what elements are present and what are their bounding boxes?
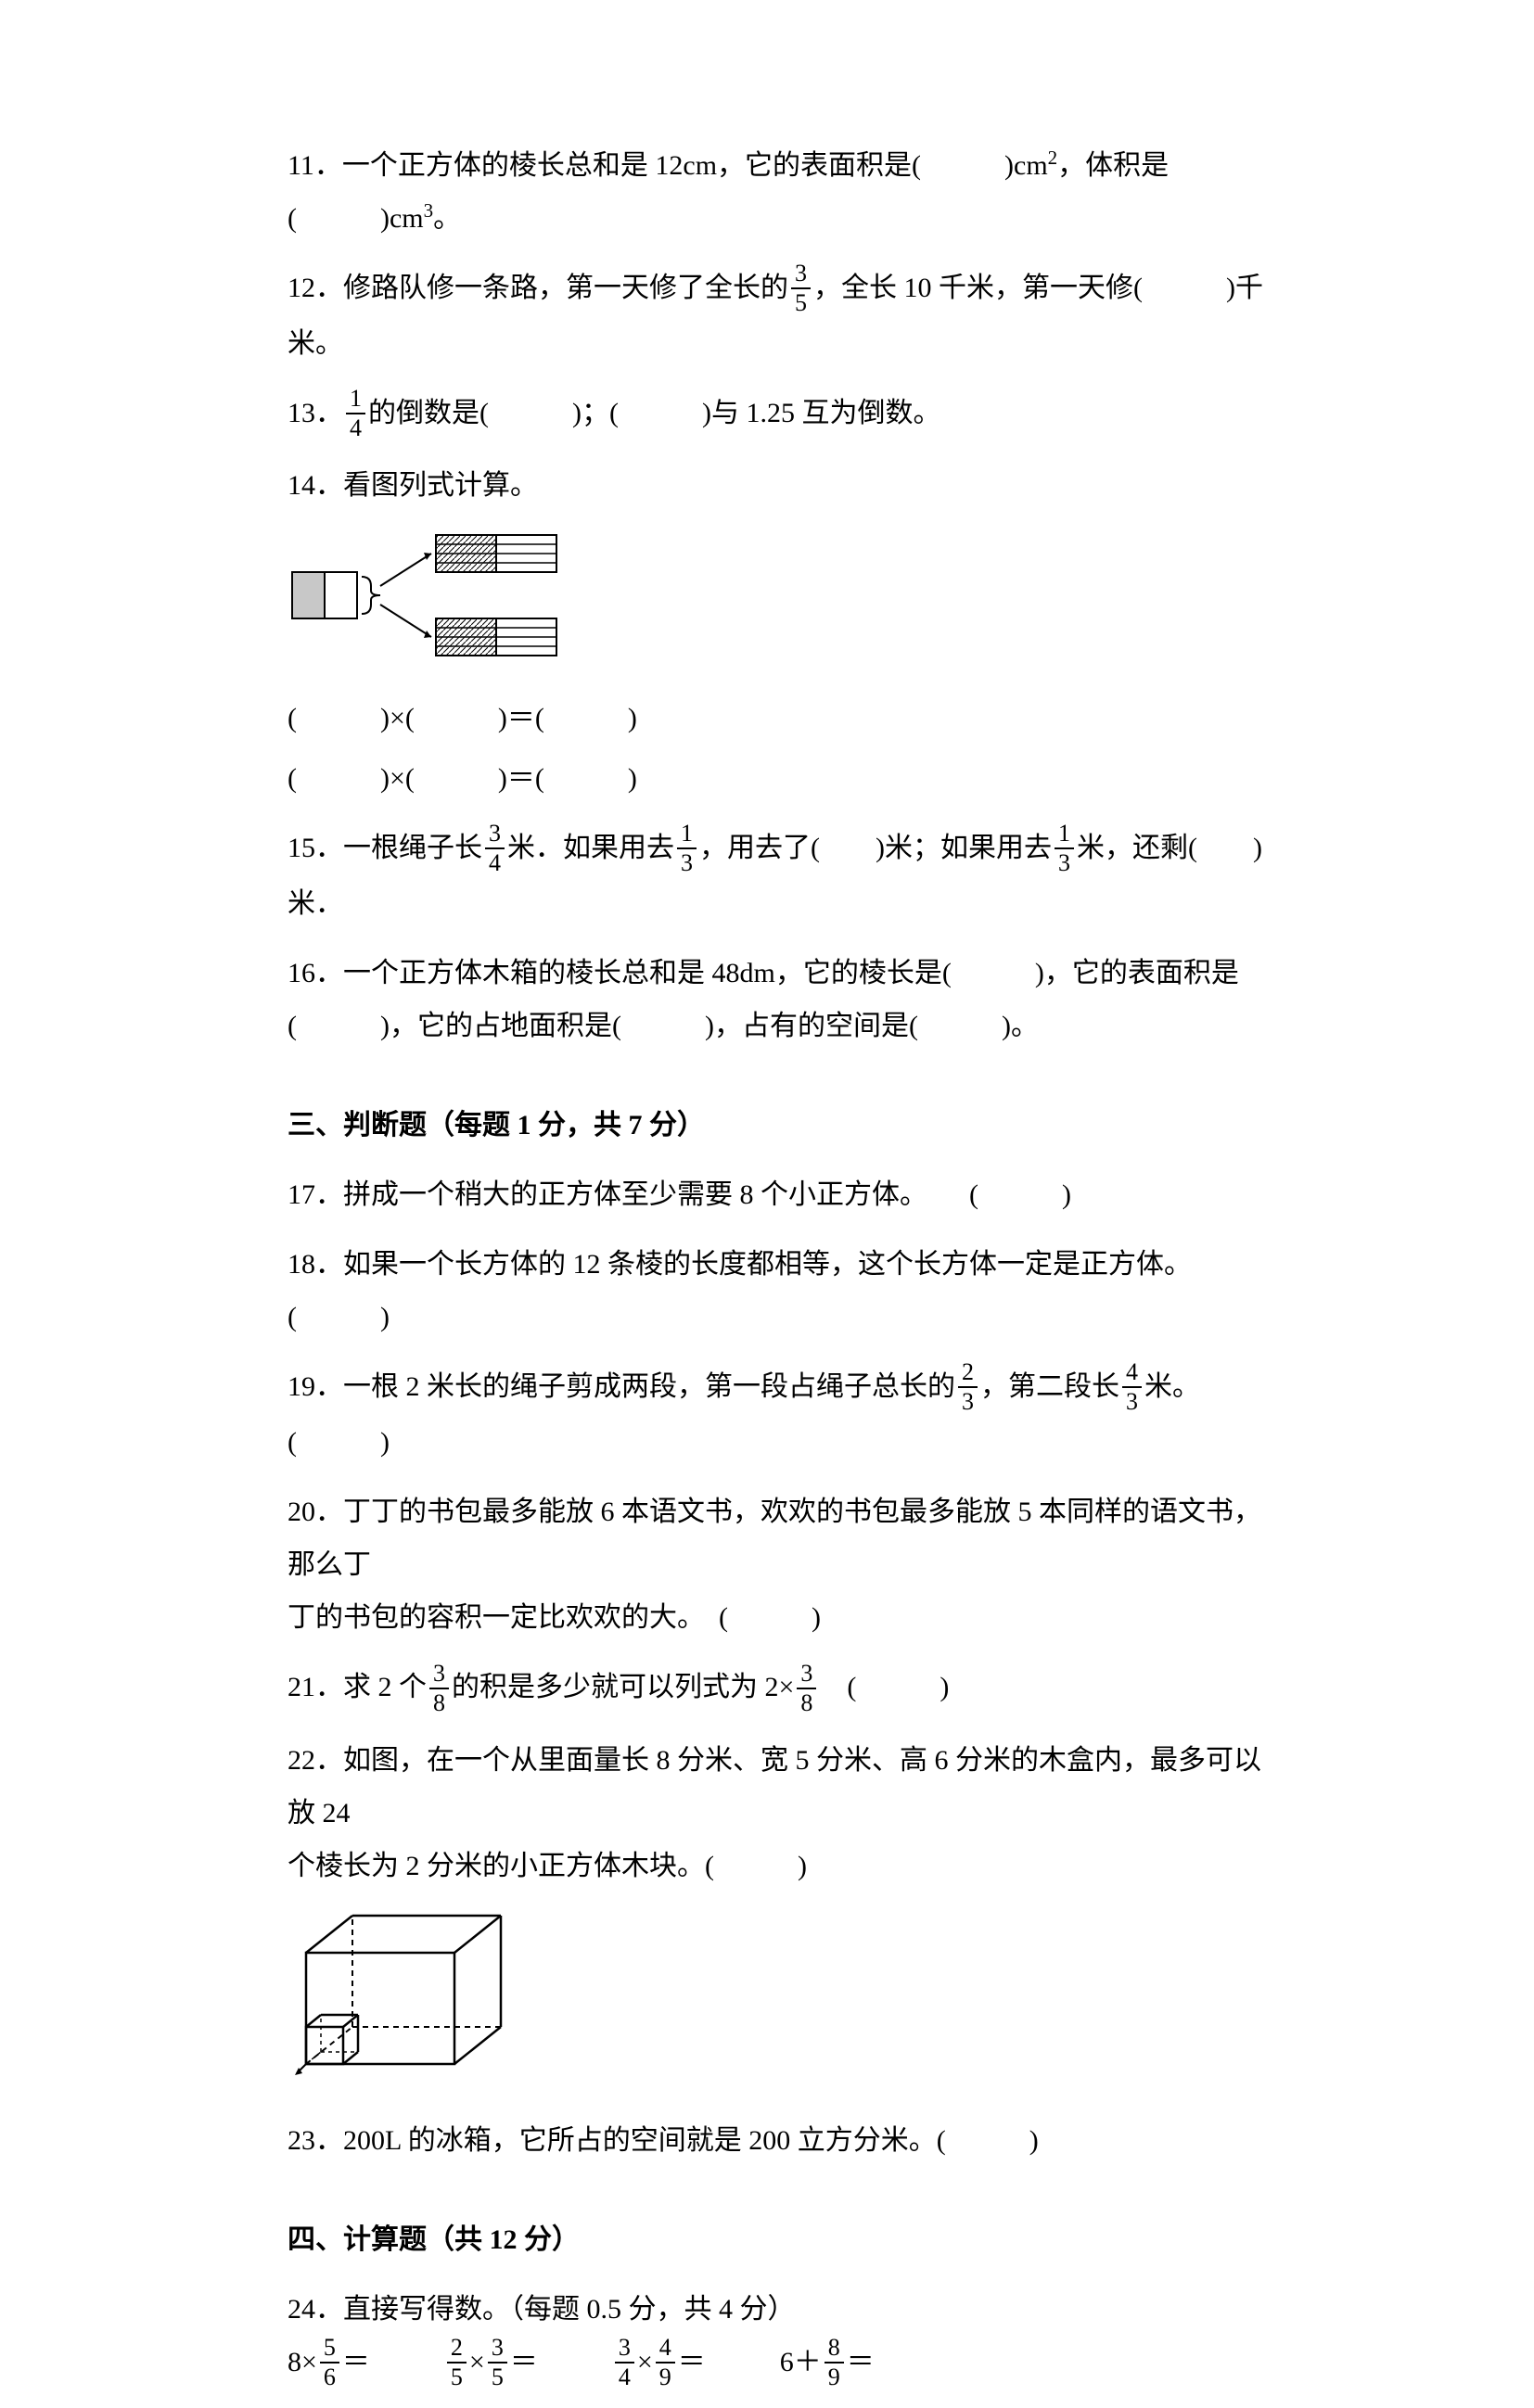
q24-text: 直接写得数。（每题 0.5 分，共 4 分）	[343, 2294, 796, 2325]
q17-num: 17．	[288, 1179, 343, 1210]
q12-a: 修路队修一条路，第一天修了全长的	[343, 273, 788, 303]
q13-num: 13．	[288, 398, 343, 428]
q11-a: 一个正方体的棱长总和是 12cm，它的表面积是( )cm	[342, 150, 1048, 181]
question-23: 23．200L 的冰箱，它所占的空间就是 200 立方分米。( )	[288, 2114, 1271, 2167]
q14-text: 看图列式计算。	[343, 470, 538, 501]
q22-diagram	[288, 1902, 1271, 2096]
q24-c3: 34×49＝	[612, 2336, 706, 2391]
q14-num: 14．	[288, 470, 343, 501]
q19-b: ，第二段长	[980, 1371, 1119, 1402]
q19-f2: 43	[1122, 1360, 1142, 1414]
q18-num: 18．	[288, 1249, 343, 1280]
q14-row1: ( )×( )＝( )	[288, 692, 1271, 745]
q22-num: 22．	[288, 1745, 343, 1776]
q24-num: 24．	[288, 2294, 343, 2325]
q19-a: 一根 2 米长的绳子剪成两段，第一段占绳子总长的	[343, 1371, 955, 1402]
q14-row2: ( )×( )＝( )	[288, 752, 1271, 805]
q23-num: 23．	[288, 2125, 343, 2156]
question-17: 17．拼成一个稍大的正方体至少需要 8 个小正方体。 ( )	[288, 1168, 1271, 1221]
q23-text: 200L 的冰箱，它所占的空间就是 200 立方分米。( )	[343, 2125, 1039, 2156]
q19-f1: 23	[958, 1360, 978, 1414]
q24-calc-row: 8×56＝ 25×35＝ 34×49＝ 6＋89＝	[288, 2336, 1271, 2391]
q11-num: 11．	[288, 150, 342, 181]
q24-c4: 6＋89＝	[780, 2336, 875, 2391]
q13-a: 的倒数是( )；( )与 1.25 互为倒数。	[368, 398, 940, 428]
q17-text: 拼成一个稍大的正方体至少需要 8 个小正方体。 ( )	[343, 1179, 1071, 1210]
q18-text: 如果一个长方体的 12 条棱的长度都相等，这个长方体一定是正方体。( )	[288, 1249, 1192, 1332]
q13-frac: 14	[346, 387, 365, 440]
q15-f3: 13	[1055, 822, 1074, 875]
q22-l2: 个棱长为 2 分米的小正方体木块。( )	[288, 1840, 1271, 1892]
q16-l1: 一个正方体木箱的棱长总和是 48dm，它的棱长是( )，它的表面积是	[343, 958, 1239, 988]
q15-f2: 13	[677, 822, 697, 875]
q21-a: 求 2 个	[343, 1672, 427, 1702]
q15-b: 米．如果用去	[507, 833, 674, 863]
q21-f1: 38	[429, 1662, 449, 1715]
q11-sup2: 3	[424, 199, 434, 222]
q15-c: ，用去了( )米；如果用去	[699, 833, 1052, 863]
q20-l2: 丁的书包的容积一定比欢欢的大。 ( )	[288, 1591, 1271, 1644]
question-16: 16．一个正方体木箱的棱长总和是 48dm，它的棱长是( )，它的表面积是 ( …	[288, 947, 1271, 1052]
section-3-title: 三、判断题（每题 1 分，共 7 分）	[288, 1099, 1271, 1152]
question-14: 14．看图列式计算。	[288, 459, 1271, 805]
q11-sup1: 2	[1048, 147, 1058, 169]
content: 11．一个正方体的棱长总和是 12cm，它的表面积是( )cm2，体积是( )c…	[288, 139, 1271, 2408]
question-13: 13．14的倒数是( )；( )与 1.25 互为倒数。	[288, 387, 1271, 442]
q21-c: ( )	[819, 1672, 949, 1702]
question-18: 18．如果一个长方体的 12 条棱的长度都相等，这个长方体一定是正方体。( )	[288, 1238, 1271, 1344]
question-12: 12．修路队修一条路，第一天修了全长的35，全长 10 千米，第一天修( )千米…	[288, 261, 1271, 370]
q16-l2: ( )，它的占地面积是( )，占有的空间是( )。	[288, 1000, 1271, 1052]
question-11: 11．一个正方体的棱长总和是 12cm，它的表面积是( )cm2，体积是( )c…	[288, 139, 1271, 245]
question-19: 19．一根 2 米长的绳子剪成两段，第一段占绳子总长的23，第二段长43米。( …	[288, 1360, 1271, 1469]
q19-num: 19．	[288, 1371, 343, 1402]
q21-f2: 38	[797, 1662, 816, 1715]
q12-num: 12．	[288, 273, 343, 303]
q15-f1: 34	[485, 822, 505, 875]
q12-frac: 35	[791, 261, 811, 315]
q20-l1: 丁丁的书包最多能放 6 本语文书，欢欢的书包最多能放 5 本同样的语文书，那么丁	[288, 1497, 1261, 1580]
page: 11．一个正方体的棱长总和是 12cm，它的表面积是( )cm2，体积是( )c…	[0, 0, 1534, 2169]
q22-l1: 如图，在一个从里面量长 8 分米、宽 5 分米、高 6 分米的木盒内，最多可以放…	[288, 1745, 1261, 1828]
q20-num: 20．	[288, 1497, 343, 1527]
q24-c2: 25×35＝	[444, 2336, 538, 2391]
q16-num: 16．	[288, 958, 343, 988]
q15-num: 15．	[288, 833, 343, 863]
q15-a: 一根绳子长	[343, 833, 482, 863]
question-22: 22．如图，在一个从里面量长 8 分米、宽 5 分米、高 6 分米的木盒内，最多…	[288, 1734, 1271, 2096]
question-15: 15．一根绳子长34米．如果用去13，用去了( )米；如果用去13米，还剩( )…	[288, 822, 1271, 930]
q11-end: 。	[433, 203, 461, 234]
q24-c1: 8×56＝	[288, 2336, 370, 2391]
question-24: 24．直接写得数。（每题 0.5 分，共 4 分） 8×56＝ 25×35＝ 3…	[288, 2283, 1271, 2391]
q14-diagram	[288, 530, 1271, 678]
q21-num: 21．	[288, 1672, 343, 1702]
q21-b: 的积是多少就可以列式为 2×	[452, 1672, 794, 1702]
question-21: 21．求 2 个38的积是多少就可以列式为 2×38 ( )	[288, 1661, 1271, 1716]
question-20: 20．丁丁的书包最多能放 6 本语文书，欢欢的书包最多能放 5 本同样的语文书，…	[288, 1485, 1271, 1644]
section-4-title: 四、计算题（共 12 分）	[288, 2213, 1271, 2266]
